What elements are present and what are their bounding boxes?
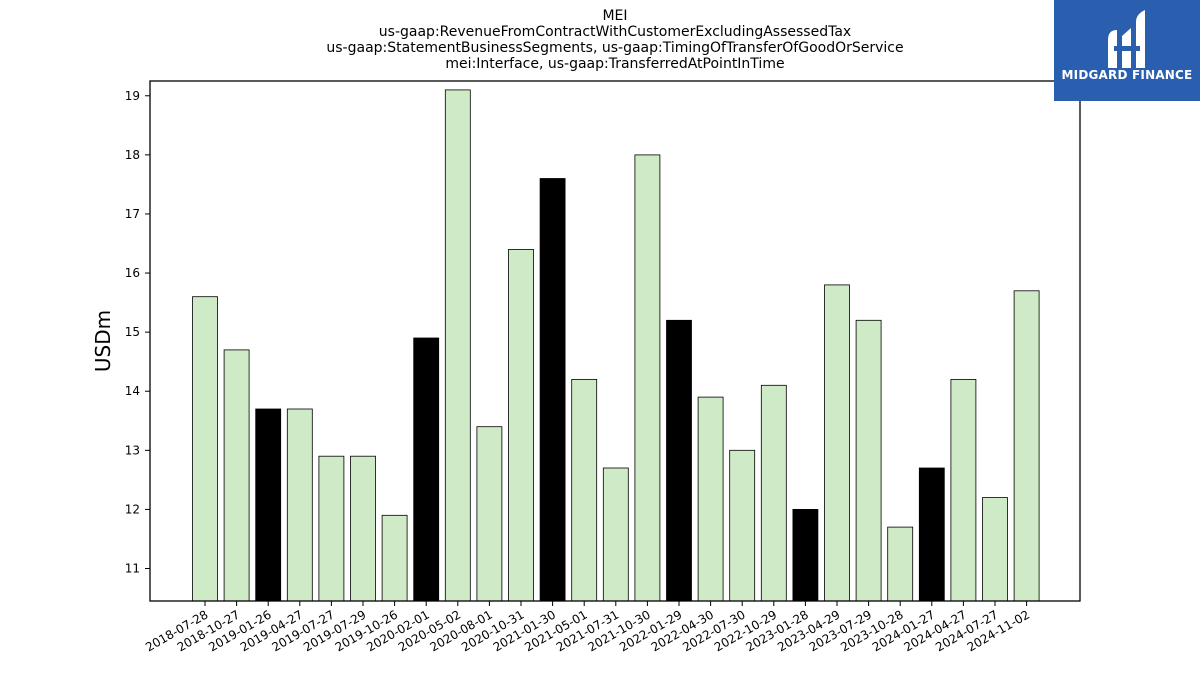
bar — [413, 337, 440, 602]
y-axis-label: USDm — [91, 310, 115, 372]
bar — [476, 426, 503, 602]
chart-subtitle-1: us-gaap:RevenueFromContractWithCustomerE… — [378, 24, 852, 40]
y-tick-label: 19 — [125, 89, 140, 103]
chart-title: MEI — [602, 8, 628, 24]
plot-frame — [149, 80, 1081, 602]
bar — [918, 467, 945, 602]
bar — [350, 455, 376, 602]
y-tick-label: 13 — [125, 443, 140, 457]
bar — [571, 378, 598, 602]
bar — [982, 497, 1008, 602]
bar — [729, 449, 756, 602]
bar — [381, 514, 408, 602]
bar — [1013, 290, 1040, 602]
bar — [887, 526, 914, 602]
bar — [602, 467, 629, 602]
y-tick-label: 15 — [125, 325, 140, 339]
y-tick-label: 17 — [125, 207, 140, 221]
y-tick-label: 11 — [125, 562, 140, 576]
chart-subtitle-3: mei:Interface, us-gaap:TransferredAtPoin… — [445, 56, 785, 72]
bar — [192, 296, 218, 602]
y-tick-label: 12 — [125, 502, 140, 516]
logo-text: MIDGARD FINANCE — [1061, 68, 1193, 82]
bar — [318, 455, 345, 602]
logo-mark-icon — [1108, 10, 1145, 68]
bar — [760, 384, 787, 602]
bar — [255, 408, 282, 602]
bar — [634, 154, 661, 602]
bar — [824, 284, 850, 602]
y-tick-label: 14 — [125, 384, 140, 398]
bar — [223, 349, 250, 602]
chart-subtitle-2: us-gaap:StatementBusinessSegments, us-ga… — [326, 40, 904, 56]
bar — [950, 378, 977, 602]
bar — [792, 508, 819, 602]
brand-logo: MIDGARD FINANCE — [1054, 0, 1200, 101]
bar — [539, 178, 566, 602]
y-tick-label: 16 — [125, 266, 140, 280]
bar — [508, 248, 534, 602]
y-tick-label: 18 — [125, 148, 140, 162]
bar — [697, 396, 724, 602]
bar — [666, 319, 692, 602]
bar — [286, 408, 313, 602]
bar — [855, 319, 882, 602]
bar — [444, 89, 471, 602]
